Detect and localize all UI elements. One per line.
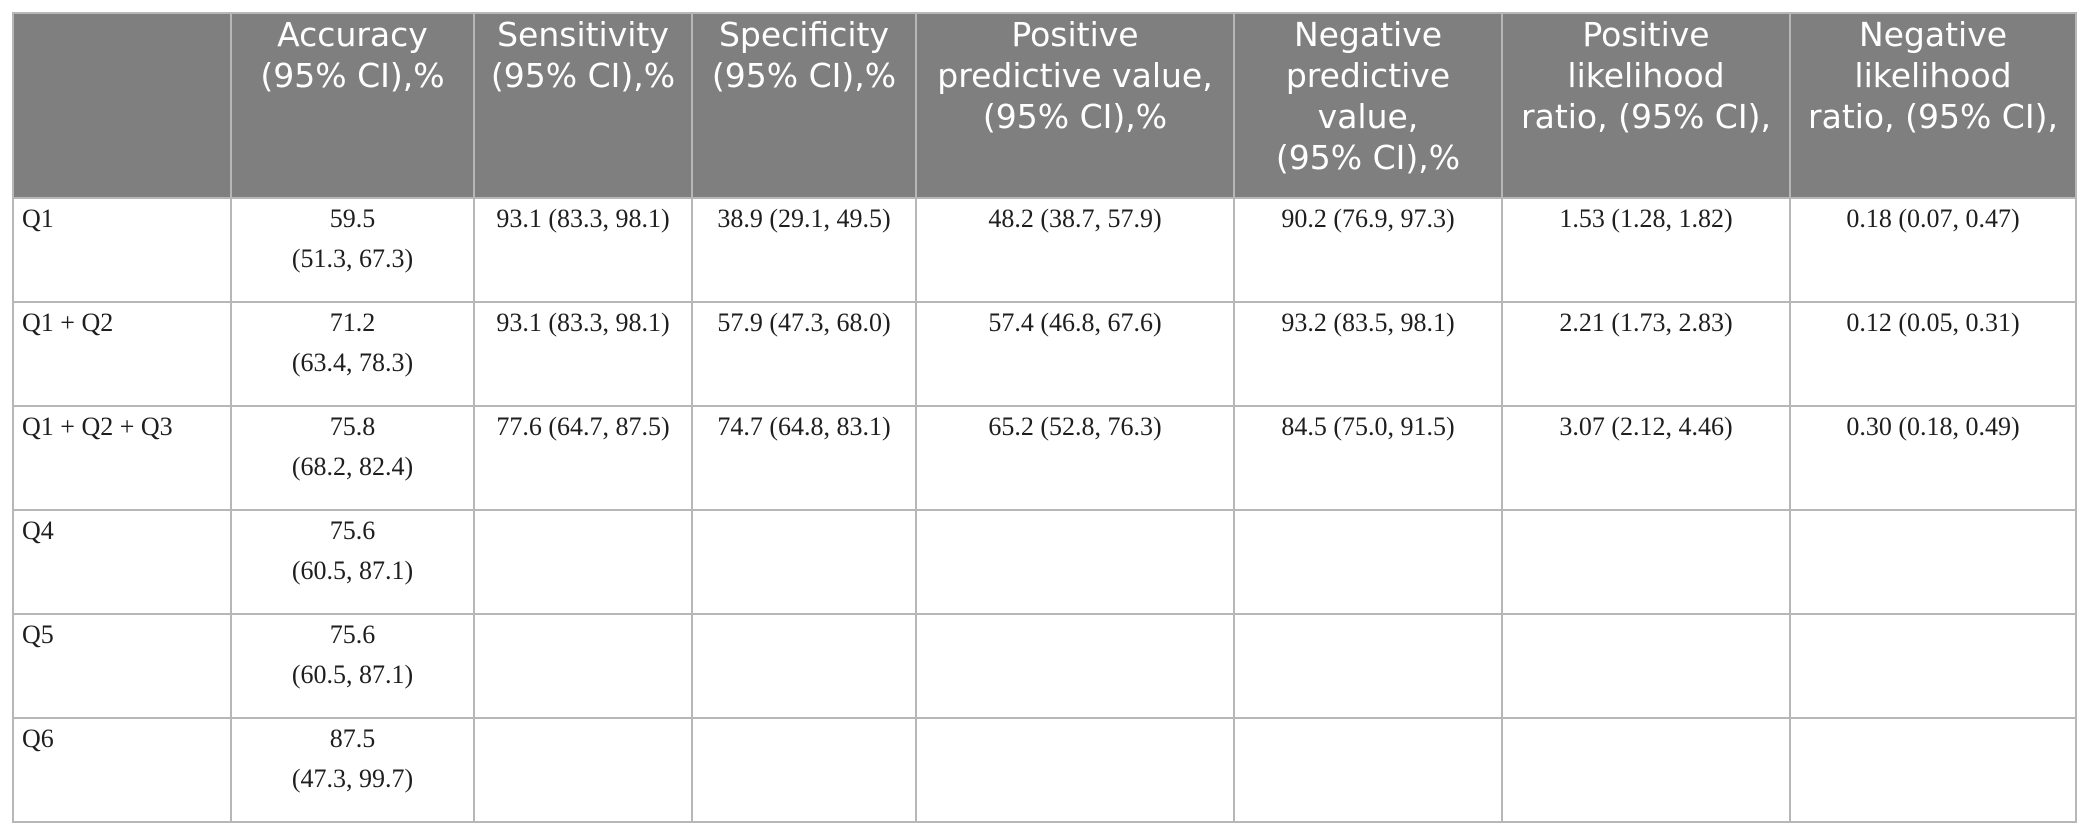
- specificity-cell: 74.7 (64.8, 83.1): [691, 405, 917, 511]
- header-positive-predictive-value: Positive predictive value, (95% CI),%: [915, 12, 1235, 199]
- row-label: Q1: [12, 197, 232, 303]
- plr-cell: [1501, 509, 1791, 615]
- header-accuracy: Accuracy (95% CI),%: [230, 12, 475, 199]
- ppv-cell: 48.2 (38.7, 57.9): [915, 197, 1235, 303]
- row-label: Q1 + Q2 + Q3: [12, 405, 232, 511]
- nlr-cell: [1789, 613, 2077, 719]
- accuracy-cell: 87.5 (47.3, 99.7): [230, 717, 475, 823]
- specificity-cell: [691, 717, 917, 823]
- accuracy-cell: 71.2 (63.4, 78.3): [230, 301, 475, 407]
- sensitivity-cell: 93.1 (83.3, 98.1): [473, 197, 693, 303]
- sensitivity-cell: 77.6 (64.7, 87.5): [473, 405, 693, 511]
- row-label: Q6: [12, 717, 232, 823]
- ppv-cell: 57.4 (46.8, 67.6): [915, 301, 1235, 407]
- accuracy-cell: 75.6 (60.5, 87.1): [230, 613, 475, 719]
- plr-cell: 2.21 (1.73, 2.83): [1501, 301, 1791, 407]
- ppv-cell: [915, 509, 1235, 615]
- header-cell-empty: [12, 12, 232, 199]
- nlr-cell: [1789, 509, 2077, 615]
- accuracy-cell: 75.6 (60.5, 87.1): [230, 509, 475, 615]
- npv-cell: 90.2 (76.9, 97.3): [1233, 197, 1503, 303]
- npv-cell: [1233, 717, 1503, 823]
- plr-cell: [1501, 717, 1791, 823]
- sensitivity-cell: [473, 613, 693, 719]
- specificity-cell: [691, 509, 917, 615]
- nlr-cell: [1789, 717, 2077, 823]
- npv-cell: 84.5 (75.0, 91.5): [1233, 405, 1503, 511]
- accuracy-cell: 75.8 (68.2, 82.4): [230, 405, 475, 511]
- ppv-cell: 65.2 (52.8, 76.3): [915, 405, 1235, 511]
- specificity-cell: 57.9 (47.3, 68.0): [691, 301, 917, 407]
- sensitivity-cell: [473, 509, 693, 615]
- npv-cell: [1233, 613, 1503, 719]
- npv-cell: [1233, 509, 1503, 615]
- table-row: Q5 75.6 (60.5, 87.1): [12, 613, 2077, 719]
- plr-cell: 3.07 (2.12, 4.46): [1501, 405, 1791, 511]
- npv-cell: 93.2 (83.5, 98.1): [1233, 301, 1503, 407]
- nlr-cell: 0.12 (0.05, 0.31): [1789, 301, 2077, 407]
- nlr-cell: 0.30 (0.18, 0.49): [1789, 405, 2077, 511]
- specificity-cell: 38.9 (29.1, 49.5): [691, 197, 917, 303]
- header-sensitivity: Sensitivity (95% CI),%: [473, 12, 693, 199]
- sensitivity-cell: [473, 717, 693, 823]
- ppv-cell: [915, 717, 1235, 823]
- header-specificity: Specificity (95% CI),%: [691, 12, 917, 199]
- results-table: Accuracy (95% CI),% Sensitivity (95% CI)…: [12, 12, 2077, 823]
- ppv-cell: [915, 613, 1235, 719]
- table-row: Q4 75.6 (60.5, 87.1): [12, 509, 2077, 615]
- plr-cell: 1.53 (1.28, 1.82): [1501, 197, 1791, 303]
- header-row: Accuracy (95% CI),% Sensitivity (95% CI)…: [12, 12, 2077, 199]
- plr-cell: [1501, 613, 1791, 719]
- header-negative-likelihood-ratio: Negative likelihood ratio, (95% CI),: [1789, 12, 2077, 199]
- table-row: Q1 + Q2 71.2 (63.4, 78.3) 93.1 (83.3, 98…: [12, 301, 2077, 407]
- sensitivity-cell: 93.1 (83.3, 98.1): [473, 301, 693, 407]
- header-positive-likelihood-ratio: Positive likelihood ratio, (95% CI),: [1501, 12, 1791, 199]
- table-row: Q1 + Q2 + Q3 75.8 (68.2, 82.4) 77.6 (64.…: [12, 405, 2077, 511]
- table-row: Q1 59.5 (51.3, 67.3) 93.1 (83.3, 98.1) 3…: [12, 197, 2077, 303]
- row-label: Q5: [12, 613, 232, 719]
- accuracy-cell: 59.5 (51.3, 67.3): [230, 197, 475, 303]
- row-label: Q1 + Q2: [12, 301, 232, 407]
- specificity-cell: [691, 613, 917, 719]
- nlr-cell: 0.18 (0.07, 0.47): [1789, 197, 2077, 303]
- header-negative-predictive-value: Negative predictive value, (95% CI),%: [1233, 12, 1503, 199]
- row-label: Q4: [12, 509, 232, 615]
- table-row: Q6 87.5 (47.3, 99.7): [12, 717, 2077, 823]
